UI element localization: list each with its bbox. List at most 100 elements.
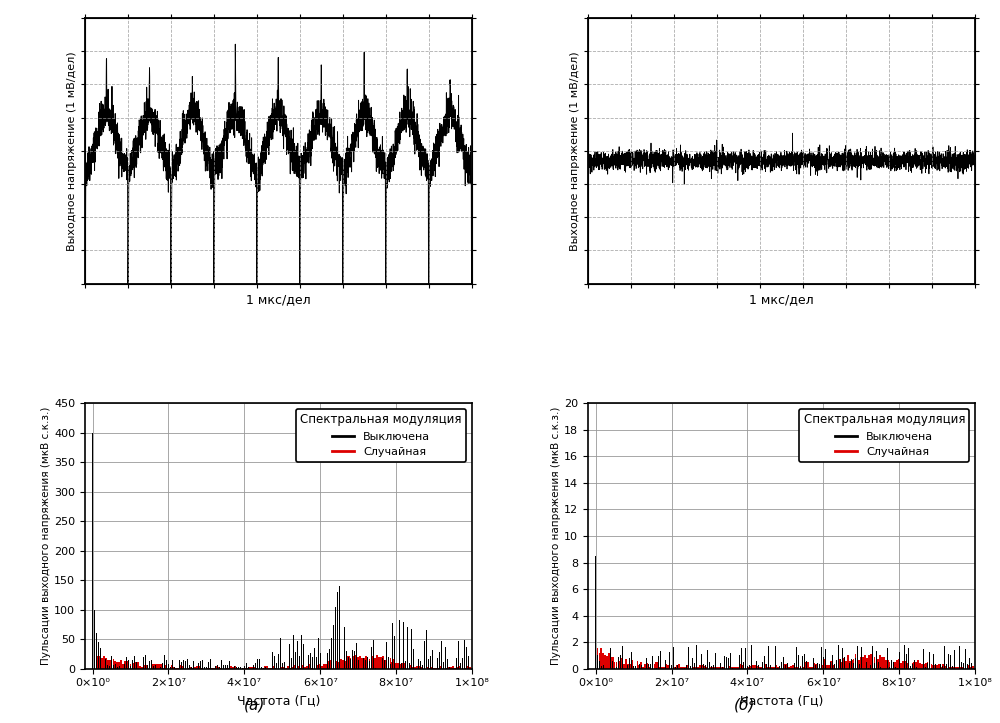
Bar bbox=[623, 664, 625, 669]
Bar bbox=[602, 654, 604, 669]
Bar bbox=[238, 667, 239, 669]
Bar bbox=[270, 667, 272, 669]
Bar bbox=[132, 664, 133, 669]
Bar bbox=[637, 661, 638, 669]
Bar bbox=[724, 664, 725, 669]
Bar bbox=[194, 667, 196, 669]
Legend: Выключена, Случайная: Выключена, Случайная bbox=[799, 408, 969, 462]
Bar bbox=[735, 667, 737, 669]
Bar bbox=[792, 665, 794, 669]
Bar bbox=[274, 667, 276, 669]
Bar bbox=[963, 667, 964, 669]
Bar bbox=[784, 664, 786, 669]
Bar bbox=[959, 667, 961, 669]
Bar bbox=[650, 666, 651, 669]
Bar bbox=[361, 658, 363, 669]
Bar bbox=[223, 667, 224, 669]
Bar bbox=[439, 667, 441, 669]
Bar bbox=[249, 667, 251, 669]
Bar bbox=[832, 664, 834, 669]
Bar bbox=[858, 661, 860, 669]
Bar bbox=[433, 667, 435, 669]
Bar bbox=[908, 659, 909, 669]
X-axis label: 1 мкс/дел: 1 мкс/дел bbox=[246, 294, 311, 307]
Bar bbox=[728, 664, 729, 669]
Bar bbox=[811, 667, 813, 669]
Bar bbox=[830, 662, 832, 669]
Bar bbox=[805, 662, 807, 669]
Bar bbox=[678, 664, 680, 669]
Bar bbox=[872, 654, 873, 669]
Bar bbox=[465, 667, 467, 669]
Bar bbox=[722, 667, 724, 669]
Bar bbox=[739, 664, 741, 669]
X-axis label: 1 мкс/дел: 1 мкс/дел bbox=[749, 294, 814, 307]
Bar bbox=[429, 667, 431, 669]
Bar bbox=[363, 658, 365, 669]
Bar bbox=[291, 667, 293, 669]
Bar bbox=[883, 657, 885, 669]
Y-axis label: Выходное напряжение (1 мВ/дел): Выходное напряжение (1 мВ/дел) bbox=[570, 51, 580, 251]
Bar bbox=[232, 667, 234, 669]
Bar bbox=[838, 659, 839, 669]
Bar bbox=[655, 662, 657, 669]
Bar bbox=[173, 667, 175, 669]
Bar bbox=[374, 658, 376, 669]
Bar bbox=[904, 662, 906, 669]
Bar bbox=[401, 663, 403, 669]
Bar bbox=[697, 667, 699, 669]
Bar bbox=[936, 664, 938, 669]
Bar bbox=[306, 667, 308, 669]
Bar bbox=[143, 665, 145, 669]
Bar bbox=[879, 655, 881, 669]
Bar bbox=[378, 656, 380, 669]
Bar bbox=[693, 667, 695, 669]
Bar bbox=[128, 664, 129, 669]
Bar bbox=[771, 667, 773, 669]
Bar bbox=[629, 664, 631, 669]
Bar bbox=[877, 659, 879, 669]
Bar bbox=[674, 667, 676, 669]
Bar bbox=[756, 667, 758, 669]
Bar bbox=[868, 656, 870, 669]
Bar bbox=[355, 655, 357, 669]
Bar bbox=[441, 667, 442, 669]
Bar bbox=[329, 660, 331, 669]
Bar bbox=[352, 657, 353, 669]
Bar bbox=[162, 667, 164, 669]
Bar bbox=[786, 664, 788, 669]
Bar bbox=[168, 667, 169, 669]
Bar bbox=[414, 667, 416, 669]
Bar bbox=[437, 667, 439, 669]
Bar bbox=[426, 666, 427, 669]
Bar bbox=[196, 666, 198, 669]
Bar bbox=[380, 657, 382, 669]
Bar bbox=[420, 667, 422, 669]
Bar bbox=[849, 661, 851, 669]
Bar bbox=[676, 665, 678, 669]
Bar bbox=[202, 667, 203, 669]
Bar bbox=[120, 660, 122, 669]
Bar bbox=[718, 667, 720, 669]
Bar bbox=[705, 667, 707, 669]
Bar bbox=[114, 661, 116, 669]
Bar bbox=[699, 665, 701, 669]
Bar bbox=[268, 667, 270, 669]
Bar bbox=[716, 667, 718, 669]
Bar bbox=[321, 666, 323, 669]
Bar bbox=[965, 667, 966, 669]
Bar bbox=[750, 666, 752, 669]
Bar bbox=[616, 662, 617, 669]
Bar bbox=[940, 667, 942, 669]
Bar bbox=[221, 667, 222, 669]
Bar bbox=[953, 667, 955, 669]
Bar bbox=[667, 665, 669, 669]
Bar bbox=[627, 664, 629, 669]
Bar bbox=[283, 667, 285, 669]
Bar bbox=[621, 658, 623, 669]
Bar bbox=[737, 667, 739, 669]
Bar bbox=[253, 667, 255, 669]
Bar bbox=[154, 664, 156, 669]
Bar bbox=[126, 662, 128, 669]
Bar bbox=[97, 656, 99, 669]
